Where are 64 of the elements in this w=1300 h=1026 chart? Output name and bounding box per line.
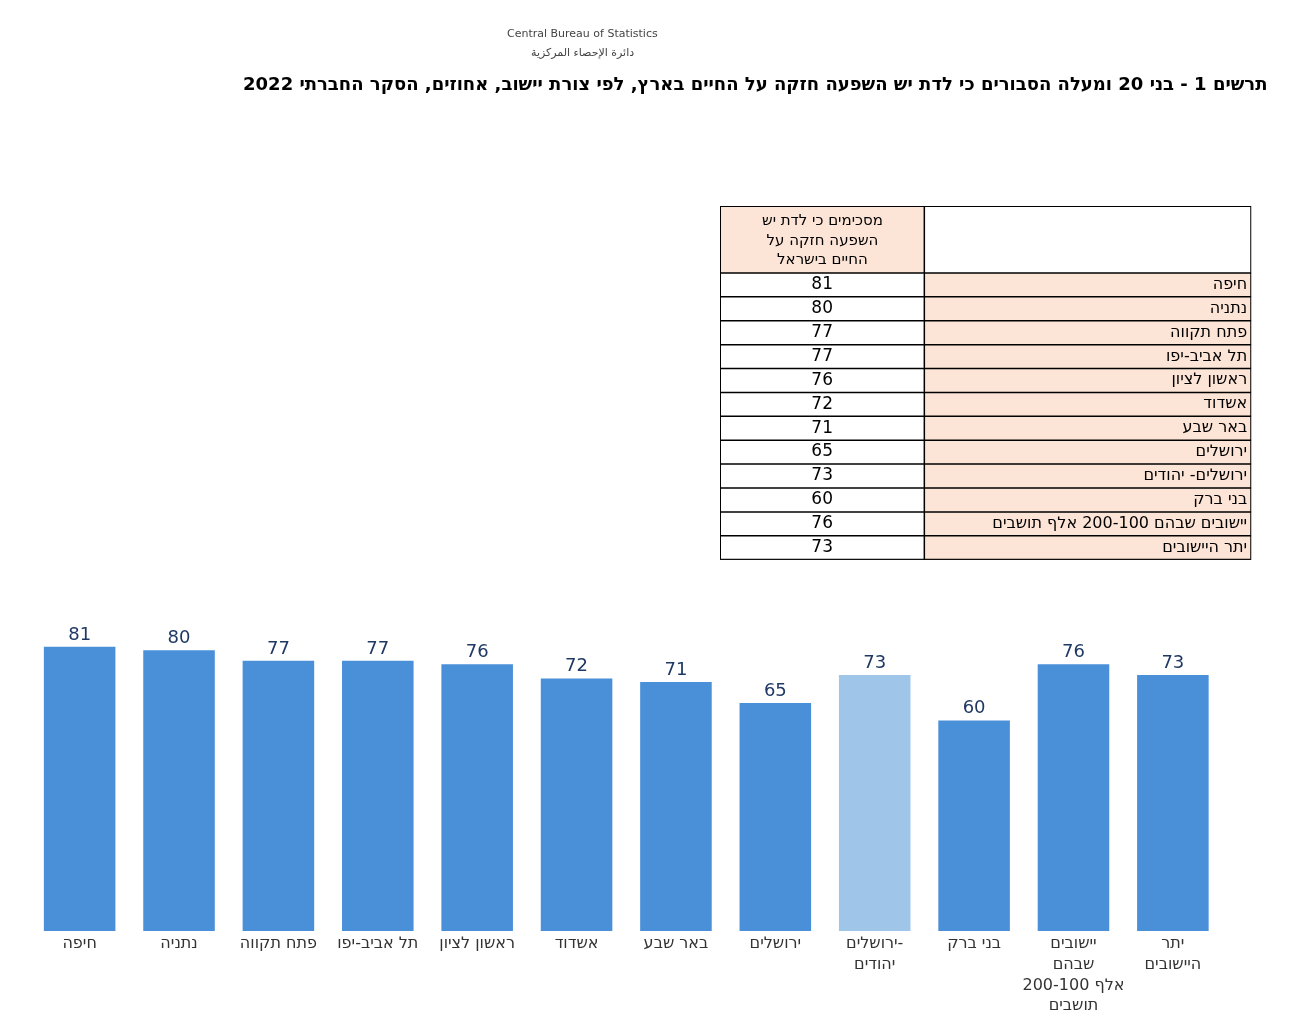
- bar: [441, 664, 513, 931]
- x-tick-label: יתר היישובים: [1144, 932, 1202, 973]
- x-tick-label: בני ברק: [947, 932, 1002, 952]
- bar: [143, 650, 215, 931]
- text: Central Bureau of Statistics: [507, 27, 658, 40]
- category-label: ראשון לציון: [1171, 369, 1248, 389]
- x-tick-label: באר שבע: [643, 932, 709, 952]
- data-label: 77: [266, 636, 290, 658]
- bar: [43, 646, 116, 931]
- data-label: 71: [811, 416, 833, 437]
- data-label: 76: [811, 512, 833, 533]
- data-label: 76: [1062, 640, 1085, 662]
- category-label: ירושלים: [1195, 441, 1248, 461]
- x-tick-label: נתניה: [160, 932, 198, 952]
- category-label: פתח תקווה: [1170, 321, 1248, 341]
- data-label: 80: [167, 626, 191, 648]
- category-label: יתר היישובים: [1162, 536, 1248, 556]
- data-label: 65: [811, 440, 833, 461]
- category-label: באר שבע: [1182, 417, 1248, 437]
- category-label: חיפה: [1212, 273, 1248, 293]
- data-label: 77: [811, 344, 833, 365]
- bar: [342, 660, 414, 931]
- bar: [938, 720, 1010, 931]
- text: دائرة الإحصاء المركزية: [531, 46, 635, 59]
- data-label: 77: [811, 320, 833, 341]
- data-label: 81: [811, 273, 833, 294]
- bar: [640, 681, 712, 931]
- bar: [1037, 664, 1110, 931]
- bar: [242, 660, 315, 931]
- category-label: ירושלים- יהודים: [1143, 465, 1248, 485]
- bar: [739, 702, 812, 931]
- data-label: 60: [962, 696, 986, 718]
- data-label: 77: [366, 636, 390, 658]
- bar: [838, 674, 911, 931]
- data-label: 72: [565, 654, 589, 676]
- data-label: 60: [811, 488, 833, 509]
- x-tick-label: פתח תקווה: [239, 932, 317, 952]
- data-label: 73: [1161, 650, 1185, 672]
- x-tick-label: תל אביב-יפו: [337, 932, 419, 952]
- data-label: 73: [811, 464, 833, 485]
- data-label: 72: [811, 392, 833, 413]
- data-label: 80: [811, 297, 833, 318]
- x-tick-label: ירושלים: [749, 932, 802, 952]
- x-tick-label: חיפה: [62, 932, 97, 952]
- category-label: בני ברק: [1193, 488, 1248, 508]
- category-label: יישובים שבהם 200-100 אלף תושבים: [992, 512, 1248, 532]
- data-label: 73: [811, 535, 833, 556]
- data-label: 65: [763, 678, 787, 700]
- data-label: 81: [68, 622, 92, 644]
- data-label: 76: [811, 368, 833, 389]
- bar: [540, 678, 613, 931]
- text: מסכימים כי לדת יש השפעה חזקה על החיים בישראל: [762, 211, 883, 268]
- x-tick-label: ירושלים- יהודים: [846, 932, 904, 973]
- data-label: 73: [863, 650, 887, 672]
- bar: [1137, 674, 1209, 931]
- data-label: 71: [664, 657, 688, 679]
- data-label: 76: [465, 640, 489, 662]
- x-tick-label: יישובים שבהם 200-100 אלף תושבים: [1022, 932, 1125, 1015]
- text: תרשים 1 - בני 20 ומעלה הסבורים כי לדת יש השפעה חזקה על החיים בארץ, לפי צורת יישוב, אחוזים, הסקר החברתי 2022: [243, 72, 1268, 94]
- category-label: נתניה: [1209, 297, 1248, 317]
- category-label: אשדוד: [1203, 393, 1248, 413]
- category-label: תל אביב-יפו: [1165, 345, 1248, 365]
- x-tick-label: ראשון לציון: [439, 932, 516, 952]
- x-tick-label: אשדוד: [554, 932, 599, 952]
